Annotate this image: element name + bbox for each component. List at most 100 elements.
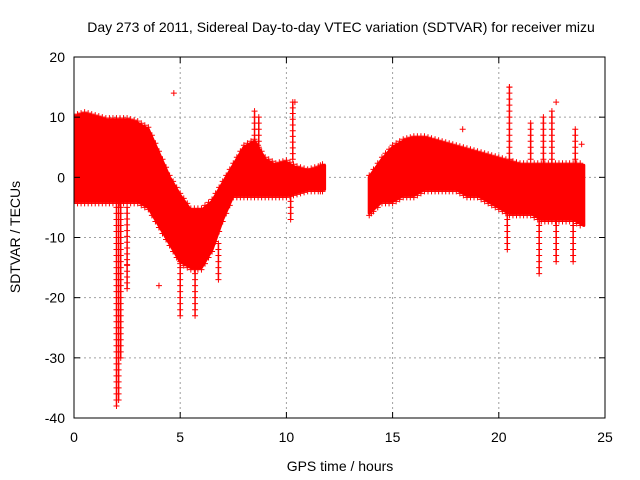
cloud-point xyxy=(471,147,478,154)
x-tick-label: 5 xyxy=(176,429,184,445)
spike-point xyxy=(368,186,375,193)
y-tick-label: -40 xyxy=(45,410,65,426)
cloud-point xyxy=(488,202,495,209)
spike-point xyxy=(215,240,222,247)
spike-point xyxy=(289,110,296,117)
cloud-point xyxy=(297,164,304,171)
spike-point xyxy=(117,336,124,343)
cloud-point xyxy=(159,156,166,163)
spike-point xyxy=(527,126,534,133)
spike-point xyxy=(548,132,555,139)
spike-point xyxy=(177,270,184,277)
spike-cluster xyxy=(540,114,547,169)
spike-point xyxy=(117,258,124,265)
cloud-point xyxy=(283,157,290,164)
spike-point xyxy=(536,264,543,271)
cloud-point xyxy=(131,117,138,124)
cloud-point xyxy=(173,254,180,261)
spike-point xyxy=(177,258,184,265)
spike-point xyxy=(115,378,122,385)
spike-point xyxy=(117,318,124,325)
spike-point xyxy=(215,264,222,271)
spike-point xyxy=(527,132,534,139)
cloud-point xyxy=(148,132,155,139)
cloud-point xyxy=(374,204,381,211)
cloud-point xyxy=(474,194,481,201)
spike-point xyxy=(540,150,547,157)
spike-cluster xyxy=(255,114,262,169)
cloud-point xyxy=(290,161,297,168)
cloud-point xyxy=(216,184,223,191)
cloud-point xyxy=(319,161,326,168)
cloud-point xyxy=(159,230,166,237)
spike-cluster xyxy=(548,108,555,169)
spike-point xyxy=(117,270,124,277)
spike-point xyxy=(540,162,547,169)
spike-point xyxy=(117,276,124,283)
x-tick-label: 25 xyxy=(597,429,613,445)
spike-point xyxy=(506,120,513,127)
spike-point xyxy=(124,216,131,223)
cloud-point xyxy=(85,110,92,117)
cloud-point xyxy=(573,220,580,227)
spike-point xyxy=(289,144,296,151)
cloud-point xyxy=(219,178,226,185)
spike-point xyxy=(117,342,124,349)
spike-point xyxy=(215,276,222,283)
spike-point xyxy=(117,210,124,217)
spike-point xyxy=(504,216,511,223)
cloud-point xyxy=(74,112,77,119)
spike-point xyxy=(540,126,547,133)
cloud-point xyxy=(173,184,180,191)
spike-point xyxy=(177,264,184,271)
spike-point xyxy=(117,222,124,229)
spike-cluster xyxy=(553,210,560,265)
spike-point xyxy=(115,366,122,373)
spike-point xyxy=(255,162,262,169)
spike-point xyxy=(124,233,131,240)
spike-point xyxy=(553,252,560,259)
spike-point xyxy=(506,102,513,109)
cloud-point xyxy=(269,158,276,165)
cloud-point xyxy=(88,111,95,118)
spike-point xyxy=(124,245,131,252)
spike-point xyxy=(570,258,577,265)
point-cloud-segment-1 xyxy=(74,112,327,270)
cloud-point xyxy=(485,200,492,207)
spike-cluster xyxy=(289,99,296,163)
spike-point xyxy=(553,210,560,217)
cloud-point xyxy=(435,137,442,144)
spike-point xyxy=(527,138,534,145)
spike-point xyxy=(192,252,199,259)
spike-point xyxy=(548,150,555,157)
spike-point xyxy=(177,276,184,283)
spike-point xyxy=(124,221,131,228)
cloud-point xyxy=(439,138,446,145)
cloud-point xyxy=(463,145,470,152)
data-layer xyxy=(74,84,586,409)
cloud-point xyxy=(155,148,162,155)
spike-point xyxy=(572,162,579,169)
cloud-point xyxy=(301,165,308,172)
cloud-point xyxy=(393,198,400,205)
spike-point xyxy=(192,294,199,301)
spike-point xyxy=(572,156,579,163)
spike-point xyxy=(527,120,534,127)
spike-point xyxy=(117,324,124,331)
spike-point xyxy=(192,270,199,277)
spike-point xyxy=(117,198,124,205)
spike-point xyxy=(255,126,262,133)
x-tick-label: 0 xyxy=(70,429,78,445)
point-cloud-edge-markers xyxy=(74,109,326,273)
cloud-point xyxy=(485,151,492,158)
spike-point xyxy=(536,228,543,235)
spike-point xyxy=(289,121,296,128)
cloud-point xyxy=(226,202,233,209)
cloud-point xyxy=(201,202,208,209)
spike-point xyxy=(177,306,184,313)
spike-cluster xyxy=(368,180,375,217)
cloud-point xyxy=(205,254,212,261)
spike-point xyxy=(504,240,511,247)
spike-point xyxy=(117,204,124,211)
spike-point xyxy=(124,250,131,257)
